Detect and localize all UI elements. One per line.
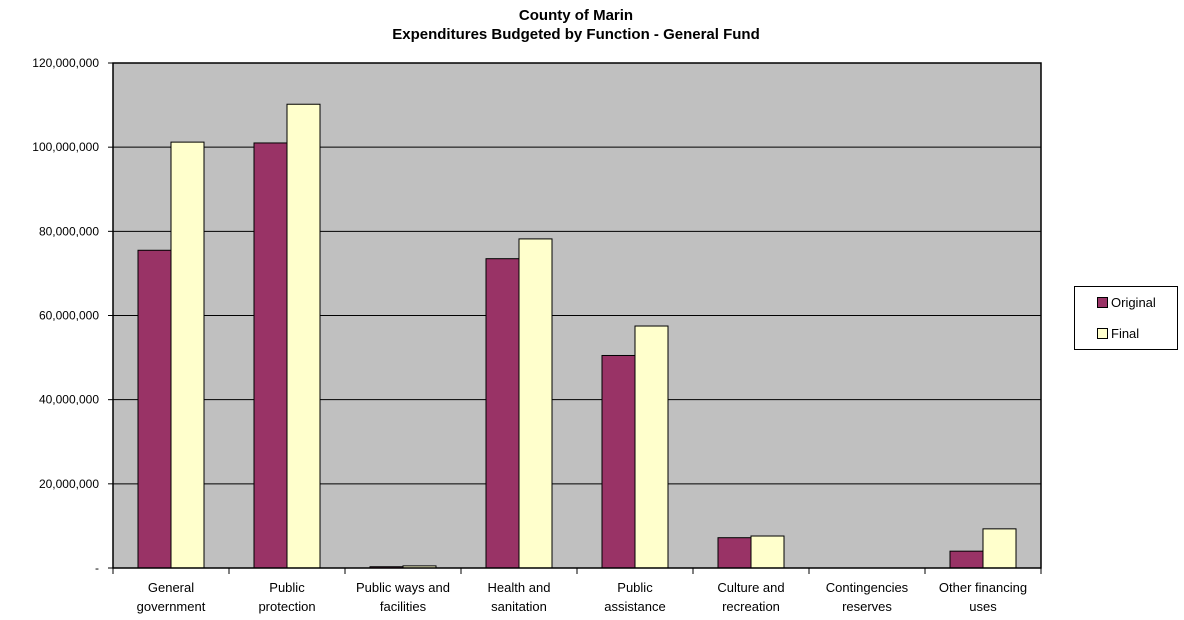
y-tick-label: - xyxy=(95,561,99,575)
legend-label-original: Original xyxy=(1111,295,1156,310)
x-tick-label: Culture and xyxy=(717,580,784,595)
legend-item-final: Final xyxy=(1097,326,1139,342)
legend-swatch-original xyxy=(1097,297,1108,309)
y-tick-label: 120,000,000 xyxy=(32,56,99,70)
bar-original xyxy=(253,142,288,569)
x-tick-label: government xyxy=(137,599,206,614)
x-tick-label: protection xyxy=(258,599,315,614)
x-tick-label: uses xyxy=(969,599,997,614)
bar-final xyxy=(750,535,785,569)
bar-original xyxy=(717,537,752,569)
x-tick-label: reserves xyxy=(842,599,892,614)
bar-final xyxy=(170,141,205,569)
legend-item-original: Original xyxy=(1097,295,1156,311)
bar-original xyxy=(137,249,172,569)
y-tick-label: 20,000,000 xyxy=(39,477,99,491)
y-tick-label: 80,000,000 xyxy=(39,224,99,238)
x-tick-label: Public xyxy=(617,580,653,595)
bar-original xyxy=(949,550,984,569)
x-tick-label: sanitation xyxy=(491,599,547,614)
y-tick-label: 100,000,000 xyxy=(32,140,99,154)
y-tick-label: 60,000,000 xyxy=(39,309,99,323)
legend-label-final: Final xyxy=(1111,326,1140,341)
x-tick-label: Health and xyxy=(488,580,551,595)
bar-final xyxy=(518,238,553,569)
chart-subtitle: Expenditures Budgeted by Function - Gene… xyxy=(392,26,760,43)
bar-final xyxy=(634,325,669,569)
x-tick-label: Public xyxy=(269,580,305,595)
x-tick-label: facilities xyxy=(380,599,427,614)
bar-final xyxy=(982,528,1017,569)
bar-final xyxy=(286,103,321,569)
x-tick-label: Public ways and xyxy=(356,580,450,595)
legend-swatch-final xyxy=(1097,328,1108,340)
legend: Original Final xyxy=(1074,286,1178,350)
x-tick-label: assistance xyxy=(604,599,665,614)
bar-original xyxy=(485,258,520,569)
x-tick-label: Other financing xyxy=(939,580,1027,595)
bar-original xyxy=(601,354,636,569)
y-tick-label: 40,000,000 xyxy=(39,393,99,407)
chart-title: County of Marin xyxy=(518,7,634,24)
x-tick-label: General xyxy=(148,580,194,595)
x-tick-label: recreation xyxy=(722,599,780,614)
x-tick-label: Contingencies xyxy=(826,580,909,595)
